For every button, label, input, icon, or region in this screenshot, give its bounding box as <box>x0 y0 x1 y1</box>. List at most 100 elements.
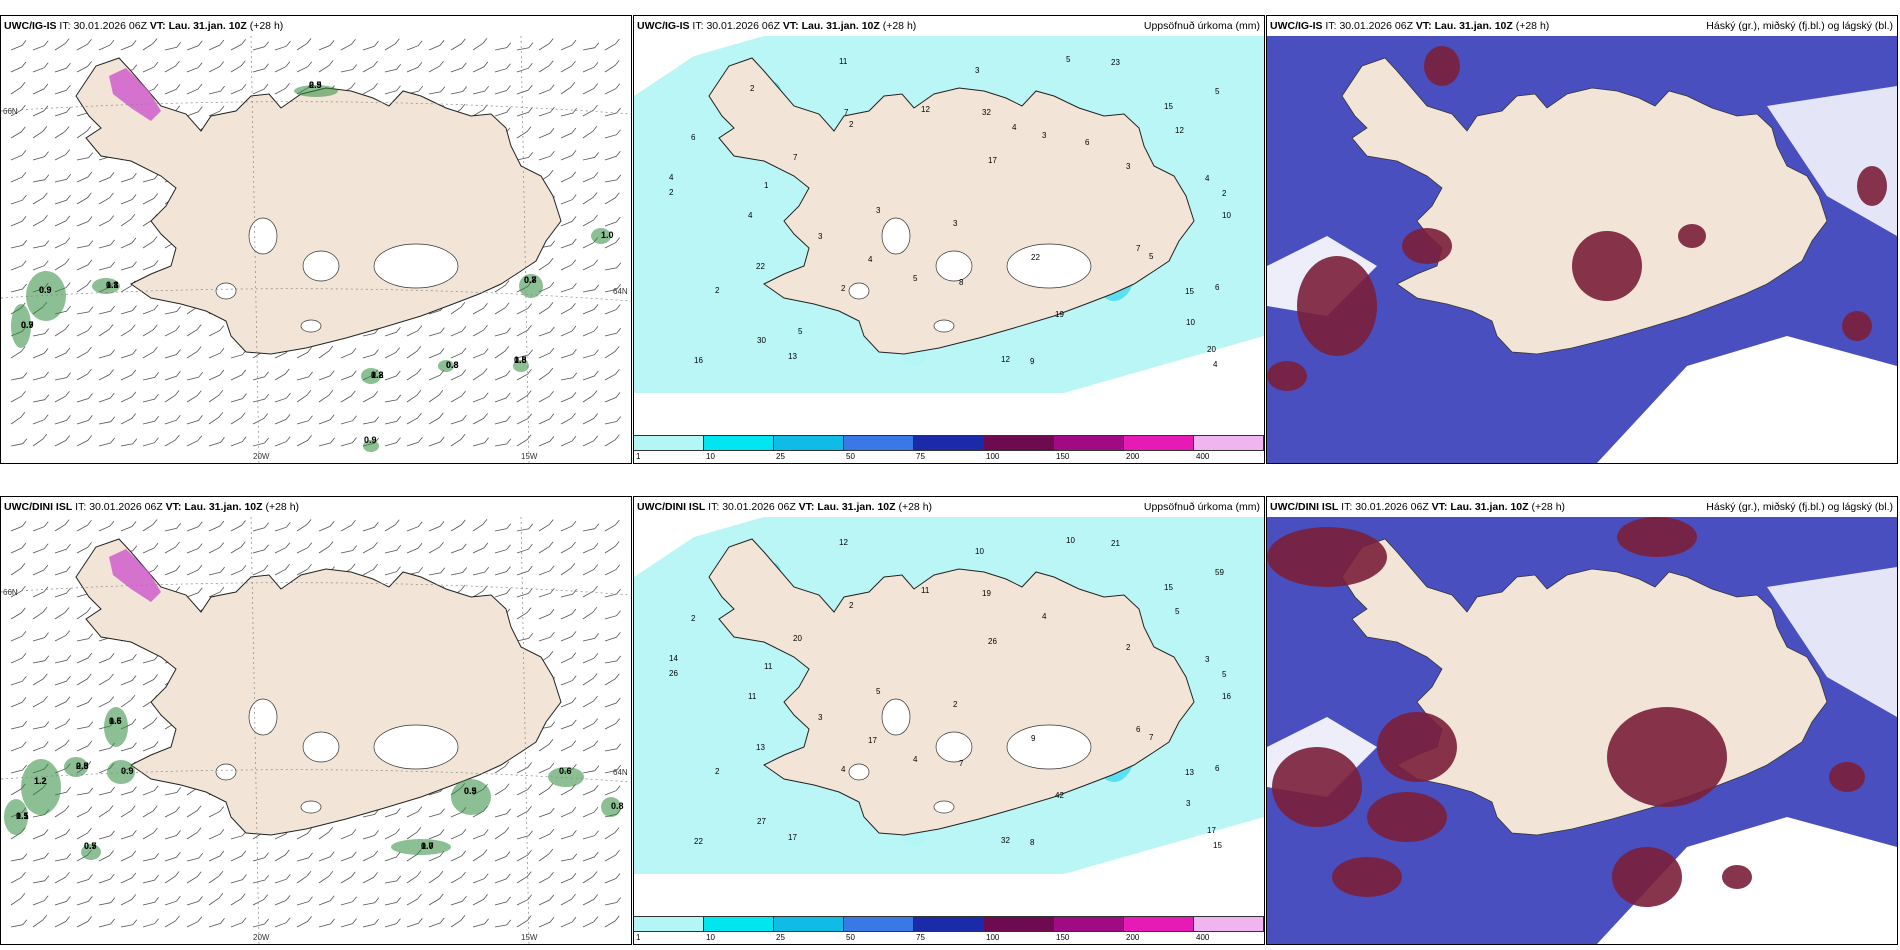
precip-area <box>64 757 88 777</box>
glacier <box>373 243 459 289</box>
high-cloud-area <box>1607 707 1727 807</box>
wind-barb <box>142 372 160 381</box>
wind-barb <box>230 412 246 425</box>
precip-value: 4 <box>841 765 846 774</box>
wind-barb <box>560 412 576 425</box>
wind-barb <box>428 829 445 840</box>
wind-barb <box>604 129 621 139</box>
wind-barb <box>538 762 555 774</box>
wind-barb <box>406 870 422 884</box>
wind-barb <box>582 606 598 620</box>
wind-barb <box>98 392 115 403</box>
wind-barb <box>76 152 94 161</box>
precip-value: 0.7 <box>21 320 34 330</box>
wind-barb <box>186 346 202 359</box>
wind-barb <box>494 327 511 337</box>
wind-barb <box>362 41 379 51</box>
wind-barb <box>274 392 291 403</box>
wind-barb <box>10 630 27 642</box>
wind-barb <box>604 765 622 774</box>
precip-value: 6 <box>1215 764 1220 773</box>
wind-barb <box>54 126 70 139</box>
precip-value: 3 <box>975 66 980 75</box>
wind-barb <box>340 415 357 425</box>
wind-barb <box>384 808 401 818</box>
precip-value: 2 <box>669 188 674 197</box>
wind-barb <box>472 873 489 884</box>
colorbar-segment <box>1124 916 1194 932</box>
precip-value: 0.9 <box>309 80 322 90</box>
precip-value: 2.5 <box>76 761 89 771</box>
it-label: IT: <box>75 501 87 513</box>
wind-barb <box>54 215 71 227</box>
wind-barb <box>120 173 137 183</box>
wind-barb <box>32 414 49 425</box>
wind-barb <box>120 894 137 906</box>
wind-barb <box>142 346 158 359</box>
wind-barb <box>582 390 598 403</box>
wind-barb <box>472 519 488 532</box>
precip-value: 2 <box>841 284 846 293</box>
wind-barb <box>604 284 622 293</box>
wind-barb <box>230 436 247 447</box>
valid-time: Lau. 31.jan. 10Z <box>817 501 896 513</box>
precip-area <box>4 799 28 835</box>
wind-barb <box>340 519 356 532</box>
wind-barb <box>494 392 511 403</box>
wind-barb <box>186 896 203 906</box>
panel-header: UWC/IG-IS IT: 30.01.2026 06Z VT: Lau. 31… <box>1267 16 1897 36</box>
wind-barb <box>538 871 554 884</box>
wind-barb <box>538 60 554 73</box>
longitude-line <box>250 517 260 944</box>
precip-value: 15 <box>1185 287 1194 296</box>
precip-value: 1.2 <box>34 776 47 786</box>
wind-barb <box>252 413 269 425</box>
wind-barb <box>384 918 401 928</box>
wind-barb <box>120 830 137 840</box>
wind-barb <box>450 62 467 73</box>
wind-barb <box>32 852 49 862</box>
colorbar-segment <box>844 435 914 451</box>
colorbar-segment <box>1124 435 1194 451</box>
glacier <box>300 319 322 333</box>
wind-barb <box>494 919 512 928</box>
wind-barb <box>428 850 445 862</box>
wind-barb <box>340 64 358 73</box>
wind-barb <box>32 371 49 381</box>
wind-barb <box>164 390 180 403</box>
wind-barb <box>230 393 247 403</box>
wind-barb <box>472 566 490 576</box>
model-name: UWC/IG-IS <box>1270 20 1323 32</box>
wind-barb <box>582 42 600 51</box>
precip-map: 2432364515157532233411122032302217231619… <box>634 36 1264 463</box>
wind-barb <box>428 348 445 359</box>
wind-barb <box>516 915 532 928</box>
wind-barb <box>494 566 511 576</box>
precip-value: 12 <box>839 538 848 547</box>
high-cloud-areas <box>1267 46 1887 391</box>
wind-barb <box>230 564 247 576</box>
precip-value: 13 <box>1185 768 1194 777</box>
wind-barb <box>516 806 532 818</box>
wind-barb <box>76 740 93 752</box>
colorbar-tick: 400 <box>1196 933 1210 942</box>
precip-value: 1.2 <box>34 776 47 786</box>
precip-value: 17 <box>1207 826 1216 835</box>
precip-value: 2.5 <box>309 80 322 90</box>
precip-value: 5 <box>1066 55 1071 64</box>
wind-barb <box>516 62 533 73</box>
precip-value: 7 <box>1149 733 1154 742</box>
wind-barb <box>120 850 137 862</box>
colorbar-tick: 1 <box>636 452 641 461</box>
precip-value: 2 <box>849 601 854 610</box>
wind-barb <box>494 85 511 95</box>
wind-barb <box>560 150 577 161</box>
wind-barb <box>186 40 203 51</box>
wind-barb <box>120 261 137 271</box>
wind-barb <box>340 828 357 840</box>
wind-barb <box>208 61 225 73</box>
wind-barb <box>538 828 555 840</box>
wind-barb <box>274 436 291 447</box>
wind-barb <box>142 260 159 271</box>
wind-barb <box>384 875 402 884</box>
